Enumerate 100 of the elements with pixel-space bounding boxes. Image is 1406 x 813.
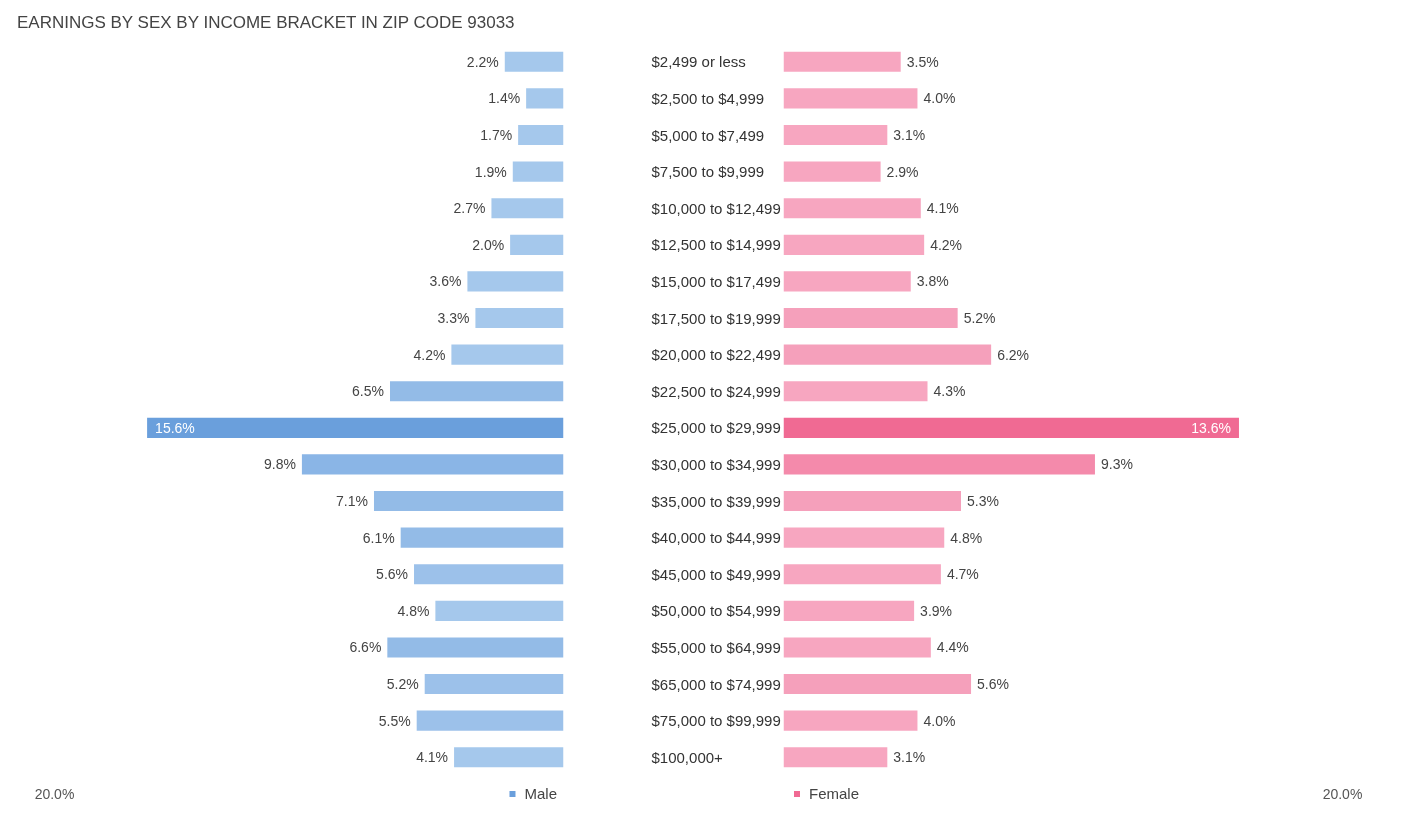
y-tick-label: $35,000 to $39,999: [651, 492, 781, 510]
bar: [783, 637, 931, 658]
data-label: 15.6%: [155, 419, 195, 436]
bar: [510, 234, 564, 255]
bar: [783, 673, 972, 695]
data-label: 5.6%: [977, 676, 1009, 693]
text: 20.0%: [34, 785, 75, 802]
data-label: 4.7%: [946, 566, 979, 583]
data-label: 2.0%: [472, 236, 505, 253]
data-label: 4.2%: [413, 346, 446, 363]
data-label: 3.8%: [916, 273, 949, 290]
bar: [783, 198, 921, 219]
data-label: 4.8%: [950, 529, 983, 546]
bar: [783, 527, 945, 548]
bar: [301, 454, 564, 475]
bar: [783, 234, 925, 255]
bar: [387, 637, 564, 658]
y-tick-label: $20,000 to $22,499: [651, 346, 781, 364]
bar: [451, 344, 564, 365]
data-label: 2.9%: [886, 163, 919, 180]
data-label: 4.4%: [936, 639, 969, 656]
bar: [783, 51, 901, 72]
bar: [424, 673, 564, 695]
bar: [491, 198, 564, 219]
legend-label: Female: [809, 785, 860, 802]
data-label: 1.4%: [488, 90, 521, 107]
bar: [783, 600, 915, 621]
data-label: 4.3%: [933, 383, 966, 400]
data-label: 6.6%: [349, 639, 382, 656]
bar: [475, 307, 564, 329]
data-label: 3.6%: [429, 273, 462, 290]
bar: [783, 747, 888, 768]
chart-title: EARNINGS BY SEX BY INCOME BRACKET IN ZIP CODE 93033: [17, 12, 515, 34]
data-label: 6.5%: [352, 383, 385, 400]
bar: [504, 51, 564, 72]
bar: [783, 564, 941, 585]
bar: [783, 307, 958, 329]
bar: [783, 161, 881, 182]
y-tick-label: $45,000 to $49,999: [651, 565, 781, 583]
bar: [526, 88, 564, 109]
bar: [783, 124, 888, 146]
bar: [373, 490, 564, 512]
data-label: 2.7%: [453, 200, 486, 217]
text: 20.0%: [1322, 785, 1363, 802]
data-label: 4.0%: [923, 90, 956, 107]
data-label: 3.1%: [893, 749, 926, 766]
bar: [783, 88, 918, 109]
y-tick-label: $2,500 to $4,999: [651, 89, 765, 107]
y-tick-label: $22,500 to $24,999: [651, 382, 781, 400]
data-label: 9.8%: [264, 456, 296, 473]
bar: [416, 710, 564, 731]
data-label: 5.3%: [967, 493, 999, 510]
data-label: 3.1%: [893, 127, 926, 144]
y-tick-label: $5,000 to $7,499: [651, 126, 765, 144]
bar: [783, 271, 911, 292]
data-label: 5.2%: [963, 310, 996, 327]
bar: [414, 564, 564, 585]
data-label: 4.1%: [416, 749, 449, 766]
bar: [454, 747, 564, 768]
bar: [783, 417, 1239, 438]
data-label: 3.5%: [906, 53, 939, 70]
data-label: 4.2%: [930, 236, 963, 253]
data-label: 5.2%: [386, 676, 419, 693]
y-tick-label: $50,000 to $54,999: [651, 602, 781, 620]
data-label: 4.8%: [397, 602, 430, 619]
y-tick-label: $40,000 to $44,999: [651, 529, 781, 547]
y-tick-label: $12,500 to $14,999: [651, 236, 781, 254]
y-tick-label: $7,500 to $9,999: [651, 163, 765, 181]
y-tick-label: $25,000 to $29,999: [651, 419, 781, 437]
data-label: 6.1%: [362, 529, 395, 546]
bar: [518, 124, 564, 146]
y-tick-label: $75,000 to $99,999: [651, 712, 781, 730]
y-tick-label: $10,000 to $12,499: [651, 199, 781, 217]
y-tick-label: $100,000+: [651, 748, 724, 766]
data-label: 3.3%: [437, 310, 470, 327]
data-label: 9.3%: [1100, 456, 1133, 473]
bar: [783, 454, 1095, 475]
data-label: 1.9%: [474, 163, 507, 180]
y-tick-label: $30,000 to $34,999: [651, 455, 781, 473]
data-label: 2.2%: [466, 53, 499, 70]
bar: [783, 381, 928, 402]
y-tick-label: $55,000 to $64,999: [651, 638, 781, 656]
bar: [435, 600, 564, 621]
data-label: 4.1%: [926, 200, 959, 217]
data-label: 3.9%: [920, 602, 953, 619]
bar: [467, 271, 564, 292]
bar: [400, 527, 564, 548]
bar: [783, 710, 918, 731]
bar: [783, 344, 992, 365]
bar: [783, 490, 961, 512]
data-label: 6.2%: [997, 346, 1030, 363]
y-tick-label: $2,499 or less: [651, 53, 746, 71]
y-tick-label: $17,500 to $19,999: [651, 309, 781, 327]
y-tick-label: $15,000 to $17,499: [651, 272, 781, 290]
data-label: 4.0%: [923, 712, 956, 729]
data-label: 7.1%: [336, 493, 368, 510]
data-label: 5.6%: [376, 566, 409, 583]
y-tick-label: $65,000 to $74,999: [651, 675, 781, 693]
bar: [512, 161, 564, 182]
data-label: 5.5%: [378, 712, 411, 729]
